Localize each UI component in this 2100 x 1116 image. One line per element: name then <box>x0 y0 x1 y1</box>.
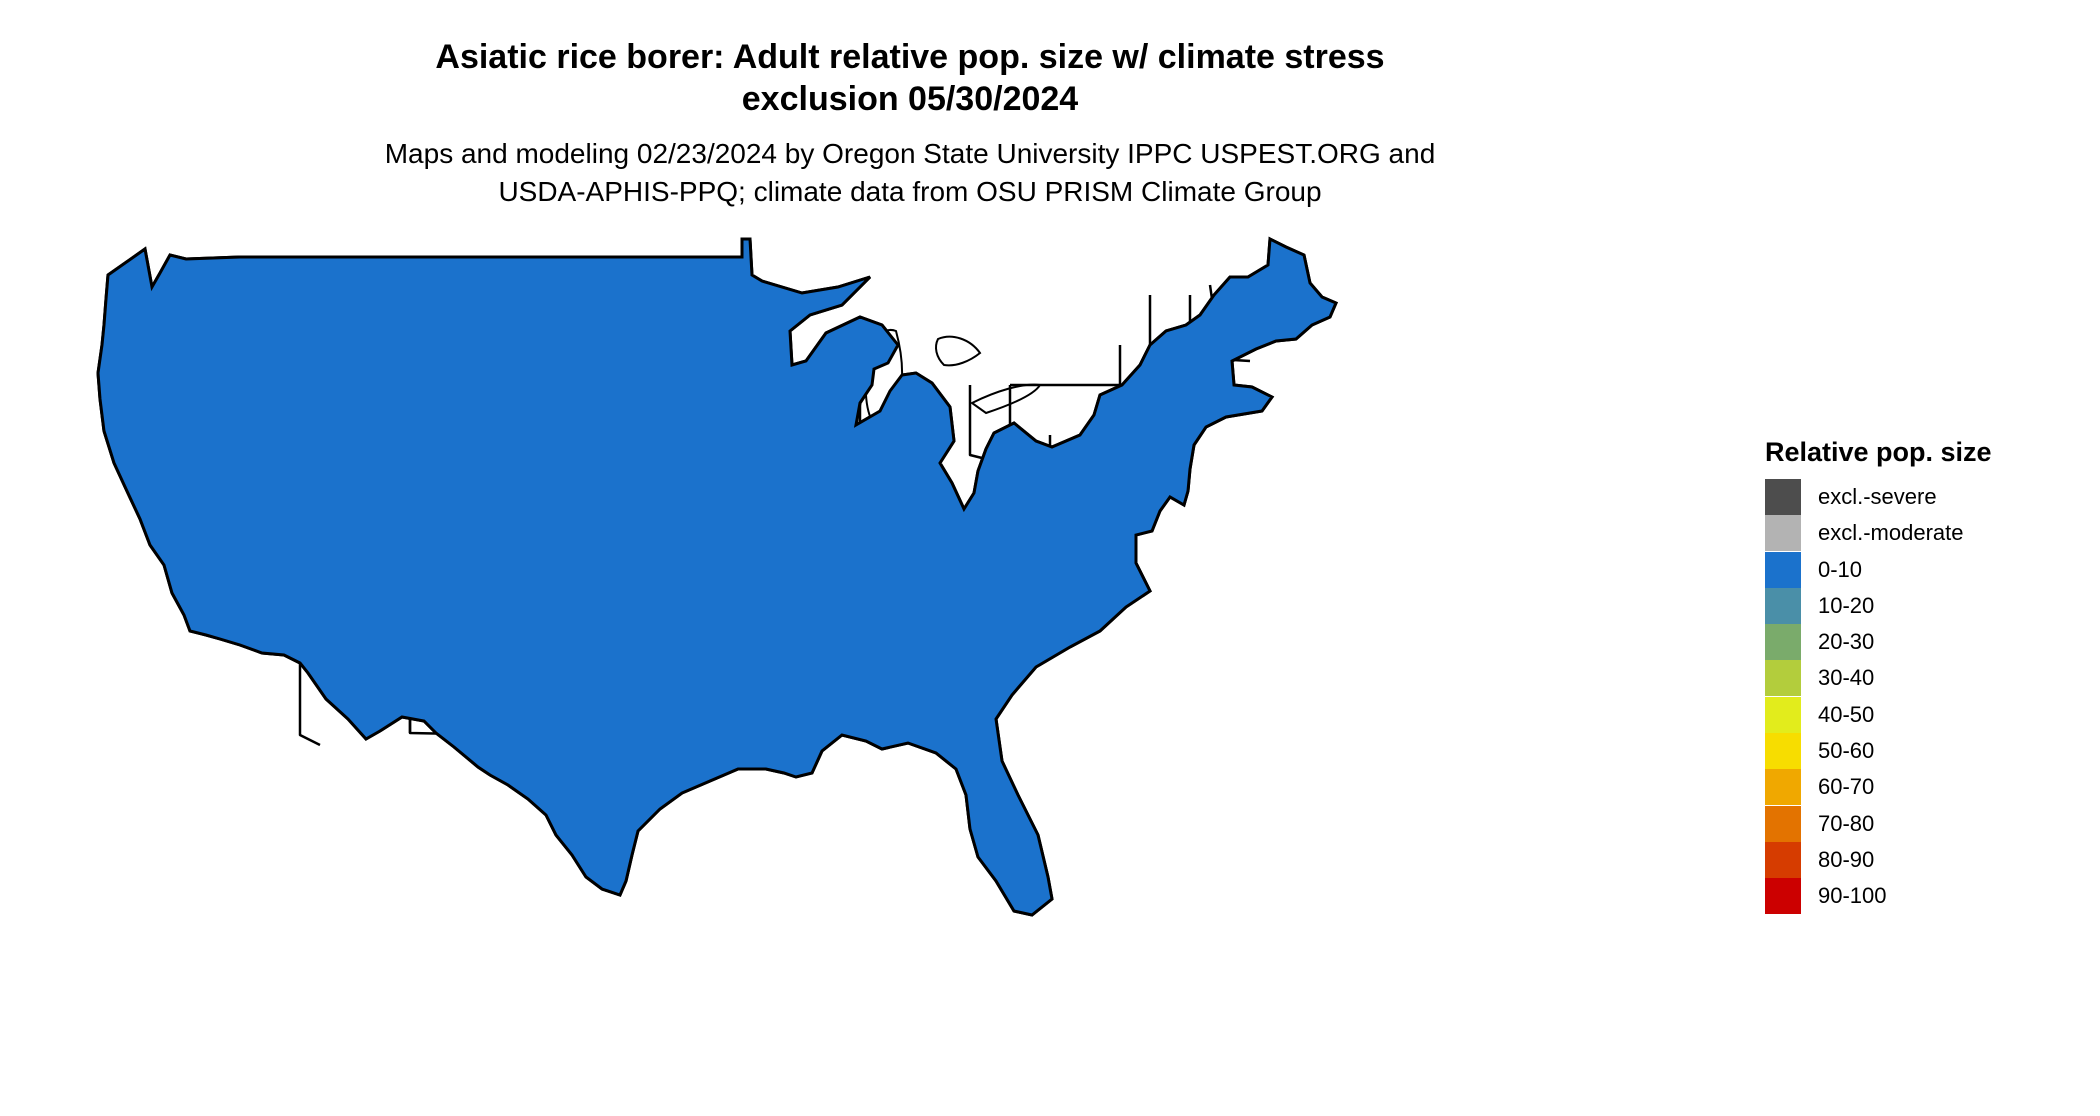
legend-item: 50-60 <box>1765 733 2065 770</box>
legend-swatch <box>1765 660 1801 697</box>
legend-label: 40-50 <box>1818 701 1875 727</box>
legend-item: 70-80 <box>1765 805 2065 842</box>
legend-label: 30-40 <box>1818 665 1875 691</box>
legend-label: 70-80 <box>1818 810 1875 836</box>
legend: Relative pop. size excl.-severe excl.-mod… <box>1765 435 2065 915</box>
legend-item: excl.-moderate <box>1765 515 2065 552</box>
legend-item: 10-20 <box>1765 587 2065 624</box>
map-subtitle-line-2: USDA-APHIS-PPQ; climate data from OSU PR… <box>498 176 1322 207</box>
legend-item: excl.-severe <box>1765 479 2065 515</box>
map-subtitle-line-1: Maps and modeling 02/23/2024 by Oregon S… <box>384 138 1436 169</box>
legend-item: 90-100 <box>1765 878 2065 915</box>
legend-item: 20-30 <box>1765 624 2065 661</box>
legend-title: Relative pop. size <box>1765 437 1992 467</box>
legend-label: 10-20 <box>1818 592 1875 618</box>
legend-items: excl.-severe excl.-moderate 0-10 10-20 20-30… <box>1765 479 2065 915</box>
legend-swatch <box>1765 696 1801 733</box>
legend-label: 60-70 <box>1818 774 1875 800</box>
legend-swatch <box>1765 878 1801 915</box>
legend-label: excl.-moderate <box>1818 520 1964 546</box>
legend-item: 40-50 <box>1765 696 2065 733</box>
lake-erie <box>970 383 1042 415</box>
legend-swatch <box>1765 551 1801 588</box>
legend-label: 80-90 <box>1818 846 1875 872</box>
us-map <box>96 236 1338 917</box>
map-title-line-1: Asiatic rice borer: Adult relative pop. … <box>435 38 1385 76</box>
legend-label: 0-10 <box>1818 556 1863 582</box>
legend-swatch <box>1765 769 1801 806</box>
legend-item: 80-90 <box>1765 841 2065 878</box>
legend-item: 60-70 <box>1765 769 2065 806</box>
legend-label: excl.-severe <box>1818 484 1937 509</box>
legend-swatch <box>1765 515 1801 552</box>
legend-swatch <box>1765 624 1801 661</box>
legend-swatch <box>1765 479 1801 515</box>
legend-label: 20-30 <box>1818 629 1875 655</box>
legend-swatch <box>1765 805 1801 842</box>
legend-swatch <box>1765 733 1801 770</box>
legend-swatch <box>1765 841 1801 878</box>
legend-item: 30-40 <box>1765 660 2065 697</box>
legend-label: 90-100 <box>1818 883 1887 909</box>
legend-label: 50-60 <box>1818 738 1875 764</box>
map-title-line-2: exclusion 05/30/2024 <box>741 80 1079 118</box>
legend-item: 0-10 <box>1765 551 2065 588</box>
lake-huron <box>935 335 982 367</box>
legend-swatch <box>1765 587 1801 624</box>
